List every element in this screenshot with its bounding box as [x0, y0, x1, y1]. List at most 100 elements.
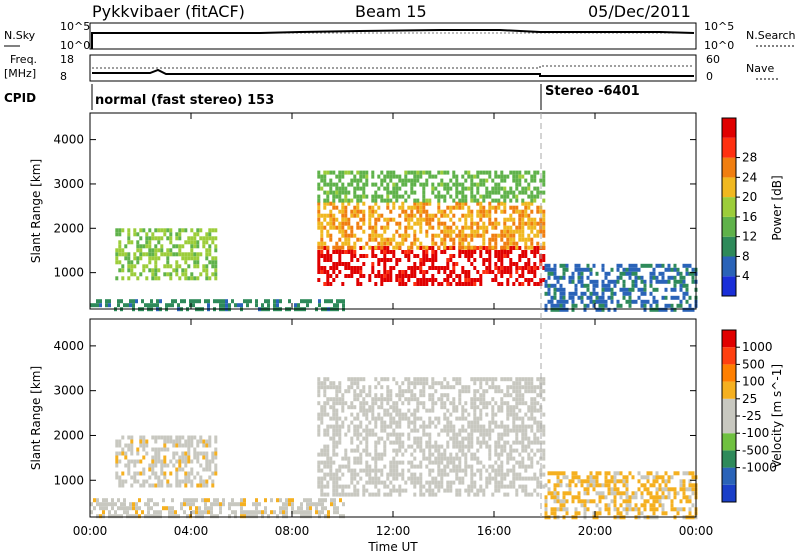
heatmap-cell	[494, 225, 498, 230]
heatmap-cell	[398, 448, 402, 453]
heatmap-cell	[512, 476, 516, 481]
heatmap-cell	[380, 472, 384, 477]
heatmap-cell	[443, 416, 447, 421]
heatmap-cell	[344, 221, 348, 226]
heatmap-cell	[133, 272, 137, 277]
heatmap-cell	[407, 266, 411, 270]
heatmap-cell	[625, 271, 629, 276]
heatmap-cell	[395, 221, 399, 226]
heatmap-cell	[347, 389, 351, 394]
heatmap-cell	[338, 198, 342, 203]
heatmap-cell	[479, 408, 483, 413]
heatmap-cell	[353, 241, 357, 246]
heatmap-cell	[670, 475, 674, 480]
heatmap-cell	[613, 487, 617, 492]
heatmap-cell	[559, 307, 563, 312]
heatmap-cell	[664, 495, 668, 500]
heatmap-cell	[449, 258, 453, 262]
heatmap-cell	[350, 468, 354, 473]
heatmap-cell	[368, 420, 372, 425]
heatmap-cell	[497, 205, 501, 210]
heatmap-cell	[547, 479, 551, 484]
heatmap-cell	[536, 266, 540, 270]
heatmap-cell	[482, 182, 486, 187]
heatmap-cell	[329, 381, 333, 386]
heatmap-cell	[380, 456, 384, 461]
heatmap-cell	[536, 229, 540, 234]
heatmap-cell	[583, 491, 587, 496]
heatmap-cell	[326, 492, 330, 497]
heatmap-cell	[383, 452, 387, 457]
heatmap-cell	[398, 460, 402, 465]
heatmap-cell	[416, 170, 420, 175]
heatmap-cell	[326, 198, 330, 203]
heatmap-cell	[470, 377, 474, 382]
heatmap-cell	[437, 190, 441, 195]
heatmap-cell	[184, 240, 188, 245]
heatmap-cell	[157, 435, 161, 440]
heatmap-cell	[485, 428, 489, 433]
cpid-mode-2: Stereo -6401	[545, 84, 640, 99]
heatmap-cell	[214, 264, 218, 269]
heatmap-cell	[189, 506, 192, 511]
heatmap-cell	[344, 170, 348, 175]
heatmap-cell	[219, 506, 222, 511]
heatmap-cell	[279, 506, 282, 511]
heatmap-cell	[335, 241, 339, 246]
heatmap-cell	[601, 287, 605, 292]
heatmap-cell	[440, 484, 444, 489]
heatmap-cell	[105, 303, 108, 308]
heatmap-cell	[190, 479, 194, 484]
heatmap-cell	[374, 492, 378, 497]
heatmap-cell	[190, 228, 194, 233]
freq-frame	[89, 54, 697, 82]
heatmap-cell	[193, 240, 197, 245]
heatmap-cell	[419, 377, 423, 382]
heatmap-cell	[547, 491, 551, 496]
heatmap-cell	[317, 213, 321, 218]
heatmap-cell	[455, 472, 459, 477]
heatmap-cell	[380, 213, 384, 218]
heatmap-cell	[503, 233, 507, 238]
heatmap-cell	[136, 447, 140, 452]
heatmap-cell	[130, 475, 134, 480]
heatmap-cell	[437, 444, 441, 449]
heatmap-cell	[377, 258, 381, 262]
heatmap-cell	[335, 488, 339, 493]
heatmap-cell	[341, 205, 345, 210]
heatmap-cell	[383, 229, 387, 234]
heatmap-cell	[673, 279, 677, 284]
heatmap-cell	[455, 182, 459, 187]
heatmap-cell	[470, 440, 474, 445]
heatmap-cell	[604, 275, 608, 280]
heatmap-cell	[410, 472, 414, 477]
heatmap-cell	[130, 439, 134, 444]
heatmap-cell	[190, 435, 194, 440]
heatmap-cell	[428, 480, 432, 485]
heatmap-cell	[407, 476, 411, 481]
heatmap-cell	[332, 245, 336, 250]
heatmap-cell	[458, 432, 462, 437]
heatmap-cell	[323, 182, 327, 187]
heatmap-cell	[583, 511, 587, 516]
heatmap-cell	[503, 190, 507, 195]
heatmap-cell	[168, 506, 171, 511]
heatmap-cell	[586, 475, 590, 480]
heatmap-cell	[506, 468, 510, 473]
heatmap-cell	[488, 262, 492, 266]
heatmap-cell	[610, 487, 614, 492]
heatmap-cell	[368, 428, 372, 433]
heatmap-cell	[491, 190, 495, 195]
heatmap-cell	[127, 467, 131, 472]
heatmap-cell	[458, 444, 462, 449]
colorbar-tick-label: 4	[742, 269, 750, 283]
heatmap-cell	[482, 432, 486, 437]
heatmap-cell	[148, 256, 152, 261]
heatmap-cell	[670, 507, 674, 512]
heatmap-cell	[347, 182, 351, 187]
heatmap-cell	[556, 495, 560, 500]
heatmap-cell	[518, 174, 522, 179]
heatmap-cell	[126, 510, 129, 515]
heatmap-cell	[547, 299, 551, 304]
heatmap-cell	[497, 408, 501, 413]
